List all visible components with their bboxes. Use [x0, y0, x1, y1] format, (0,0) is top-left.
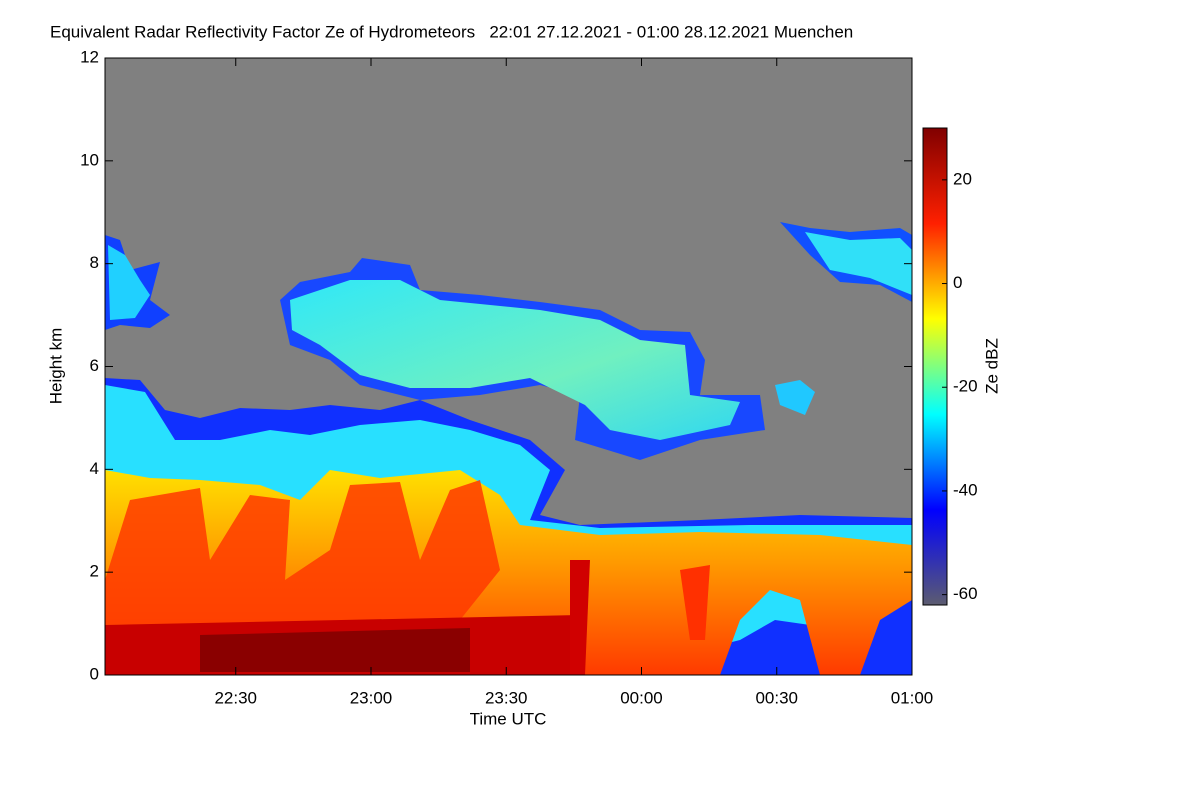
colorbar-tick-label: -40 [953, 480, 978, 499]
x-tick-label: 00:30 [755, 688, 798, 707]
x-tick-label: 22:30 [214, 688, 257, 707]
y-tick-label: 0 [90, 664, 99, 683]
chart-title: Equivalent Radar Reflectivity Factor Ze … [50, 22, 853, 41]
colorbar-tick-label: -20 [953, 377, 978, 396]
x-tick-label: 01:00 [891, 688, 934, 707]
colorbar-tick-label: -60 [953, 584, 978, 603]
x-tick-label: 00:00 [620, 688, 663, 707]
colorbar [922, 127, 948, 606]
y-tick-label: 6 [90, 356, 99, 375]
y-tick-label: 2 [90, 562, 99, 581]
y-axis-label: Height km [46, 328, 65, 405]
colorbar-label: Ze dBZ [982, 338, 1001, 394]
x-axis-label: Time UTC [470, 709, 547, 728]
colorbar-tick-label: 0 [953, 273, 962, 292]
y-tick-label: 12 [80, 47, 99, 66]
x-tick-label: 23:30 [485, 688, 528, 707]
x-tick-label: 23:00 [350, 688, 393, 707]
y-tick-label: 8 [90, 253, 99, 272]
reflectivity-field [105, 222, 912, 675]
colorbar-tick-label: 20 [953, 169, 972, 188]
y-tick-label: 4 [90, 459, 99, 478]
y-tick-label: 10 [80, 150, 99, 169]
